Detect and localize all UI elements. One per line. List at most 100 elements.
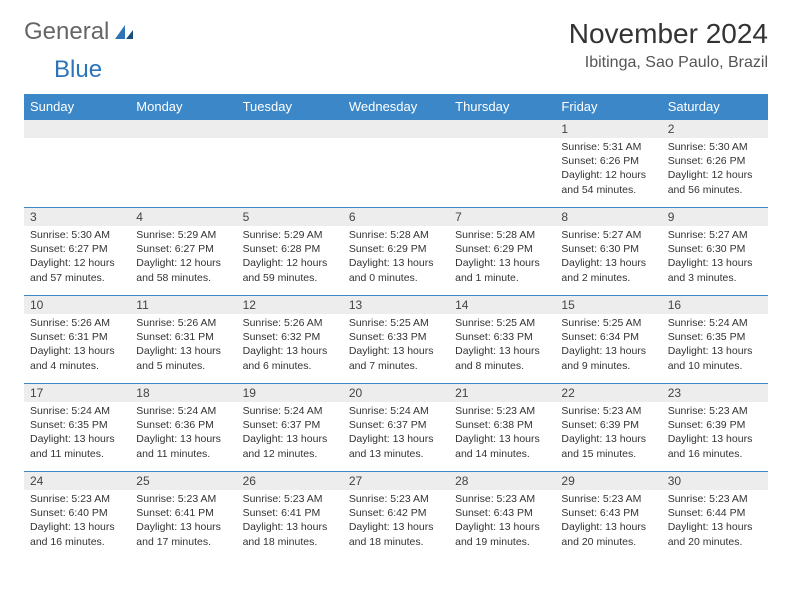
day-detail-line: Daylight: 13 hours [243, 432, 337, 446]
day-details: Sunrise: 5:24 AMSunset: 6:35 PMDaylight:… [24, 402, 130, 465]
calendar-week-row: 24Sunrise: 5:23 AMSunset: 6:40 PMDayligh… [24, 472, 768, 560]
day-detail-line: Sunrise: 5:31 AM [561, 140, 655, 154]
day-details [130, 138, 236, 144]
day-detail-line: Sunrise: 5:29 AM [243, 228, 337, 242]
day-detail-line: and 8 minutes. [455, 359, 549, 373]
calendar-cell: 26Sunrise: 5:23 AMSunset: 6:41 PMDayligh… [237, 472, 343, 560]
day-detail-line: Sunrise: 5:27 AM [561, 228, 655, 242]
day-number: 13 [343, 296, 449, 314]
day-detail-line: and 1 minute. [455, 271, 549, 285]
day-details: Sunrise: 5:24 AMSunset: 6:35 PMDaylight:… [662, 314, 768, 377]
calendar-cell: 7Sunrise: 5:28 AMSunset: 6:29 PMDaylight… [449, 208, 555, 296]
day-detail-line: Daylight: 13 hours [243, 344, 337, 358]
day-detail-line: Daylight: 12 hours [30, 256, 124, 270]
day-detail-line: and 16 minutes. [30, 535, 124, 549]
day-details [24, 138, 130, 144]
calendar-cell: 2Sunrise: 5:30 AMSunset: 6:26 PMDaylight… [662, 120, 768, 208]
day-detail-line: Sunrise: 5:23 AM [455, 492, 549, 506]
day-detail-line: Sunset: 6:30 PM [561, 242, 655, 256]
day-number [449, 120, 555, 138]
calendar-cell [24, 120, 130, 208]
calendar-cell: 21Sunrise: 5:23 AMSunset: 6:38 PMDayligh… [449, 384, 555, 472]
day-detail-line: and 57 minutes. [30, 271, 124, 285]
day-number: 15 [555, 296, 661, 314]
day-detail-line: and 9 minutes. [561, 359, 655, 373]
day-detail-line: Sunset: 6:33 PM [349, 330, 443, 344]
day-number: 21 [449, 384, 555, 402]
day-number: 20 [343, 384, 449, 402]
day-details: Sunrise: 5:27 AMSunset: 6:30 PMDaylight:… [555, 226, 661, 289]
day-detail-line: Sunrise: 5:30 AM [668, 140, 762, 154]
day-detail-line: Sunset: 6:39 PM [668, 418, 762, 432]
day-detail-line: Sunset: 6:33 PM [455, 330, 549, 344]
day-detail-line: Daylight: 13 hours [30, 520, 124, 534]
day-number: 30 [662, 472, 768, 490]
day-details: Sunrise: 5:23 AMSunset: 6:43 PMDaylight:… [555, 490, 661, 553]
day-detail-line: Sunset: 6:43 PM [455, 506, 549, 520]
day-number: 16 [662, 296, 768, 314]
day-detail-line: Daylight: 13 hours [349, 256, 443, 270]
day-detail-line: and 20 minutes. [668, 535, 762, 549]
day-details: Sunrise: 5:23 AMSunset: 6:41 PMDaylight:… [130, 490, 236, 553]
day-number [24, 120, 130, 138]
location-text: Ibitinga, Sao Paulo, Brazil [569, 54, 768, 72]
day-detail-line: Daylight: 13 hours [561, 256, 655, 270]
calendar-cell: 25Sunrise: 5:23 AMSunset: 6:41 PMDayligh… [130, 472, 236, 560]
day-number [237, 120, 343, 138]
day-detail-line: Sunrise: 5:23 AM [30, 492, 124, 506]
day-detail-line: Sunset: 6:36 PM [136, 418, 230, 432]
day-detail-line: Sunrise: 5:23 AM [136, 492, 230, 506]
day-detail-line: Sunset: 6:37 PM [243, 418, 337, 432]
calendar-cell: 11Sunrise: 5:26 AMSunset: 6:31 PMDayligh… [130, 296, 236, 384]
day-detail-line: Sunrise: 5:26 AM [243, 316, 337, 330]
day-detail-line: Daylight: 13 hours [561, 520, 655, 534]
day-detail-line: Sunset: 6:30 PM [668, 242, 762, 256]
col-wednesday: Wednesday [343, 94, 449, 120]
day-detail-line: Sunset: 6:31 PM [30, 330, 124, 344]
day-detail-line: and 54 minutes. [561, 183, 655, 197]
calendar-cell: 23Sunrise: 5:23 AMSunset: 6:39 PMDayligh… [662, 384, 768, 472]
day-details: Sunrise: 5:26 AMSunset: 6:31 PMDaylight:… [130, 314, 236, 377]
day-detail-line: and 11 minutes. [30, 447, 124, 461]
day-detail-line: Sunrise: 5:23 AM [668, 404, 762, 418]
day-detail-line: Daylight: 13 hours [30, 344, 124, 358]
day-number: 22 [555, 384, 661, 402]
day-detail-line: and 17 minutes. [136, 535, 230, 549]
day-detail-line: Daylight: 13 hours [30, 432, 124, 446]
day-detail-line: Sunset: 6:44 PM [668, 506, 762, 520]
day-detail-line: Daylight: 13 hours [243, 520, 337, 534]
day-detail-line: and 0 minutes. [349, 271, 443, 285]
calendar-table: Sunday Monday Tuesday Wednesday Thursday… [24, 94, 768, 560]
day-details: Sunrise: 5:27 AMSunset: 6:30 PMDaylight:… [662, 226, 768, 289]
day-detail-line: Sunrise: 5:24 AM [668, 316, 762, 330]
calendar-cell: 14Sunrise: 5:25 AMSunset: 6:33 PMDayligh… [449, 296, 555, 384]
calendar-week-row: 1Sunrise: 5:31 AMSunset: 6:26 PMDaylight… [24, 120, 768, 208]
col-monday: Monday [130, 94, 236, 120]
calendar-cell: 17Sunrise: 5:24 AMSunset: 6:35 PMDayligh… [24, 384, 130, 472]
day-detail-line: and 11 minutes. [136, 447, 230, 461]
day-detail-line: Sunrise: 5:26 AM [136, 316, 230, 330]
calendar-cell: 27Sunrise: 5:23 AMSunset: 6:42 PMDayligh… [343, 472, 449, 560]
day-number: 9 [662, 208, 768, 226]
title-block: November 2024 Ibitinga, Sao Paulo, Brazi… [569, 18, 768, 72]
day-detail-line: Daylight: 13 hours [668, 344, 762, 358]
calendar-cell: 4Sunrise: 5:29 AMSunset: 6:27 PMDaylight… [130, 208, 236, 296]
day-detail-line: and 58 minutes. [136, 271, 230, 285]
day-number: 23 [662, 384, 768, 402]
day-details: Sunrise: 5:23 AMSunset: 6:39 PMDaylight:… [555, 402, 661, 465]
weekday-header-row: Sunday Monday Tuesday Wednesday Thursday… [24, 94, 768, 120]
calendar-cell: 10Sunrise: 5:26 AMSunset: 6:31 PMDayligh… [24, 296, 130, 384]
calendar-cell: 24Sunrise: 5:23 AMSunset: 6:40 PMDayligh… [24, 472, 130, 560]
col-tuesday: Tuesday [237, 94, 343, 120]
day-detail-line: and 59 minutes. [243, 271, 337, 285]
day-number: 7 [449, 208, 555, 226]
calendar-cell: 13Sunrise: 5:25 AMSunset: 6:33 PMDayligh… [343, 296, 449, 384]
day-number: 6 [343, 208, 449, 226]
day-detail-line: Sunrise: 5:26 AM [30, 316, 124, 330]
day-detail-line: Sunset: 6:39 PM [561, 418, 655, 432]
day-detail-line: Sunrise: 5:23 AM [349, 492, 443, 506]
day-details: Sunrise: 5:23 AMSunset: 6:40 PMDaylight:… [24, 490, 130, 553]
calendar-cell [130, 120, 236, 208]
day-detail-line: Sunset: 6:29 PM [349, 242, 443, 256]
day-detail-line: Daylight: 13 hours [136, 344, 230, 358]
